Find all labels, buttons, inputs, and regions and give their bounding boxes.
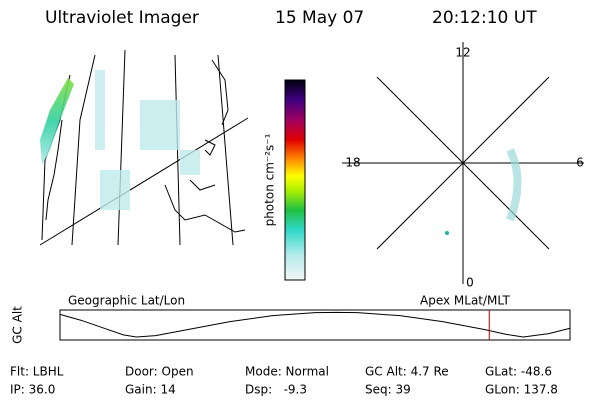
time: 20:12:10 UT (432, 8, 537, 28)
mlt-label: 6 (576, 156, 584, 170)
info-field: GLon: 137.8 (485, 383, 558, 397)
mlt-label: 12 (455, 46, 470, 60)
x-label-left: Geographic Lat/Lon (68, 294, 185, 308)
info-field: Gain: 14 (125, 383, 176, 397)
date: 15 May 07 (275, 8, 364, 28)
polar-plot (342, 42, 584, 284)
y-label: GC Alt (11, 306, 25, 344)
info-field: Door: Open (125, 365, 194, 379)
info-field: IP: 36.0 (10, 383, 55, 397)
x-label-right: Apex MLat/MLT (420, 294, 510, 308)
info-field: Mode: Normal (245, 365, 329, 379)
info-field: Dsp: -9.3 (245, 383, 307, 397)
altitude-line (59, 311, 570, 338)
colorbar (284, 79, 306, 281)
info-field: Flt: LBHL (10, 365, 64, 379)
info-field: GC Alt: 4.7 Re (365, 365, 449, 379)
info-field: GLat: -48.6 (485, 365, 552, 379)
info-field: Seq: 39 (365, 383, 411, 397)
plot-frame (59, 309, 571, 341)
mlt-label: 18 (345, 156, 360, 170)
mlt-label: 0 (466, 276, 474, 290)
title: Ultraviolet Imager (45, 8, 199, 28)
colorbar-label: photon cm⁻²s⁻¹ (263, 133, 277, 226)
geo-image (39, 49, 249, 246)
